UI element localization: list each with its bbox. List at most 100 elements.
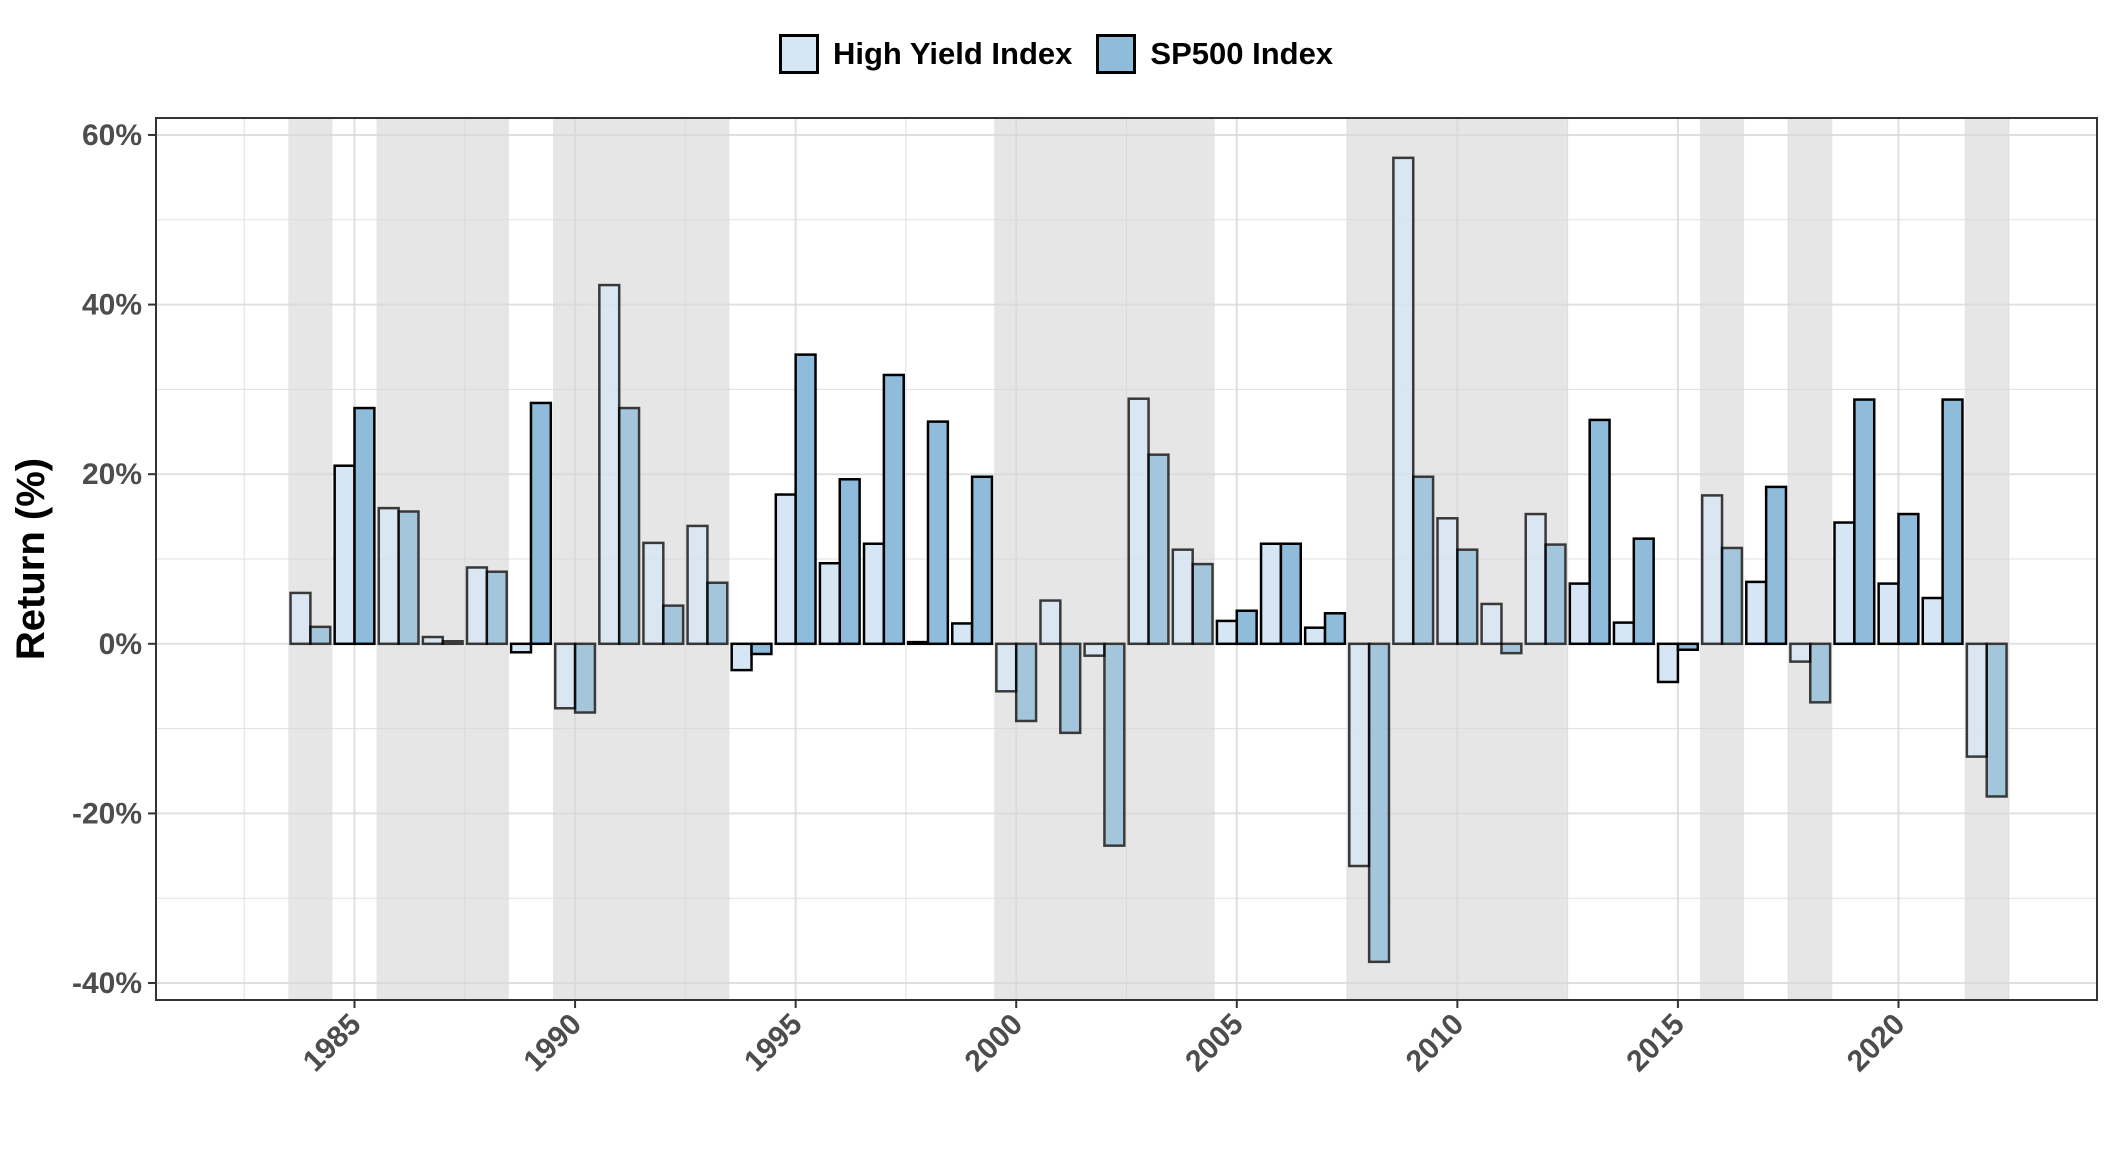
sp500-bar-1985 [353, 406, 376, 646]
sp500-bar-2018 [1809, 642, 1832, 704]
sp500-bar-2001 [1059, 642, 1082, 735]
sp500-bar-2014 [1632, 537, 1655, 646]
high-yield-bar-2022 [1965, 642, 1988, 758]
sp500-bar-1987 [441, 640, 464, 646]
sp500-bar-1990 [573, 642, 597, 714]
high-yield-bar-1984 [289, 591, 312, 646]
high-yield-bar-1998 [906, 640, 930, 646]
y-tick-label: 40% [82, 289, 142, 322]
high-yield-bar-2004 [1171, 548, 1194, 646]
x-tick-label: 1995 [738, 1008, 809, 1079]
high-yield-bar-2016 [1700, 494, 1724, 646]
sp500-bar-2016 [1720, 546, 1744, 646]
high-yield-bar-1988 [465, 566, 489, 646]
sp500-bar-2019 [1853, 398, 1876, 646]
sp500-bar-2005 [1235, 609, 1258, 646]
legend-item-high-yield[interactable]: High Yield Index [778, 34, 1073, 74]
high-yield-bar-2013 [1568, 582, 1591, 646]
x-tick-label: 1985 [297, 1008, 368, 1079]
high-yield-bar-2012 [1524, 512, 1547, 646]
high-yield-bar-1994 [730, 642, 753, 672]
sp500-bar-1988 [485, 570, 508, 646]
high-yield-bar-1992 [642, 541, 665, 646]
high-yield-bar-2010 [1436, 517, 1459, 646]
legend-label-high-yield: High Yield Index [832, 36, 1073, 71]
sp500-bar-1999 [970, 475, 994, 646]
sp500-bar-1997 [882, 373, 905, 646]
plot-frame [155, 117, 2098, 1001]
sp500-bar-2004 [1191, 562, 1214, 646]
sp500-bar-1994 [750, 642, 773, 656]
sp500-bar-2006 [1279, 542, 1302, 646]
x-tick-label: 2015 [1620, 1008, 1691, 1079]
sp500-bar-2022 [1985, 642, 2008, 798]
sp500-bar-2010 [1456, 548, 1479, 646]
high-yield-bar-2009 [1392, 156, 1415, 646]
high-yield-bar-1985 [333, 464, 356, 646]
high-yield-bar-1989 [509, 642, 533, 654]
legend: High Yield Index SP500 Index [0, 26, 2112, 82]
legend-item-sp500[interactable]: SP500 Index [1096, 34, 1333, 74]
high-yield-bar-2020 [1877, 582, 1900, 646]
sp500-bar-2009 [1411, 475, 1435, 646]
sp500-bar-2011 [1500, 642, 1523, 655]
y-tick-label: 20% [82, 458, 142, 491]
sp500-bar-1991 [617, 406, 641, 646]
x-axis: 1985 1990 1995 2000 2005 2010 2015 2020 [297, 1000, 1912, 1079]
high-yield-bar-1999 [951, 622, 974, 646]
legend-swatch-sp500 [1096, 34, 1137, 74]
sp500-bar-1986 [397, 510, 420, 646]
y-tick-label: -20% [72, 797, 142, 830]
y-tick-label: 60% [82, 119, 142, 152]
sp500-bar-2003 [1147, 453, 1170, 646]
y-tick-label: -40% [72, 967, 142, 1000]
high-yield-bar-2018 [1789, 642, 1812, 663]
x-tick-label: 2010 [1400, 1008, 1471, 1079]
sp500-bar-1996 [838, 478, 861, 646]
high-yield-bar-1997 [862, 542, 886, 646]
sp500-bar-2002 [1103, 642, 1126, 847]
plot-border [155, 117, 2098, 1001]
high-yield-bar-1991 [598, 283, 621, 646]
high-yield-bar-2000 [995, 642, 1018, 693]
sp500-bar-2020 [1897, 512, 1920, 646]
high-yield-bar-1986 [377, 506, 400, 646]
y-axis-title: Return (%) [9, 458, 53, 660]
high-yield-bar-2002 [1083, 642, 1106, 657]
high-yield-bar-1990 [553, 642, 577, 710]
high-yield-bar-2014 [1612, 621, 1636, 646]
sp500-bar-1989 [529, 401, 553, 646]
high-yield-bar-1993 [686, 524, 709, 646]
high-yield-bar-1987 [421, 635, 444, 646]
sp500-bar-1998 [926, 420, 950, 646]
legend-label-sp500: SP500 Index [1150, 36, 1334, 71]
high-yield-bar-2017 [1745, 580, 1768, 646]
sp500-bar-2013 [1588, 418, 1611, 646]
sp500-bar-2012 [1544, 543, 1567, 646]
sp500-bar-2008 [1367, 642, 1391, 964]
sp500-bar-2000 [1014, 642, 1038, 723]
sp500-bar-2017 [1764, 485, 1788, 646]
sp500-bar-1984 [309, 625, 332, 646]
x-tick-label: 2005 [1179, 1008, 1250, 1079]
legend-swatch-high-yield [778, 34, 819, 74]
sp500-bar-2015 [1676, 642, 1700, 651]
x-tick-label: 1990 [517, 1008, 588, 1079]
high-yield-bar-1996 [818, 561, 842, 646]
high-yield-bar-2003 [1127, 397, 1150, 646]
high-yield-bar-2008 [1348, 642, 1371, 868]
high-yield-bar-2021 [1921, 596, 1944, 646]
high-yield-bar-2015 [1656, 642, 1680, 684]
x-tick-label: 2020 [1841, 1008, 1912, 1079]
y-tick-label: 0% [99, 628, 142, 661]
x-tick-label: 2000 [959, 1008, 1030, 1079]
high-yield-bar-2007 [1303, 626, 1327, 646]
bars [289, 156, 2008, 964]
sp500-bar-2007 [1323, 612, 1347, 646]
y-axis: -40% -20% 0% 20% 40% 60% [72, 119, 156, 1000]
high-yield-bar-2001 [1039, 599, 1062, 646]
sp500-bar-1993 [706, 581, 729, 646]
sp500-bar-2021 [1941, 398, 1964, 646]
high-yield-bar-1995 [774, 493, 797, 646]
